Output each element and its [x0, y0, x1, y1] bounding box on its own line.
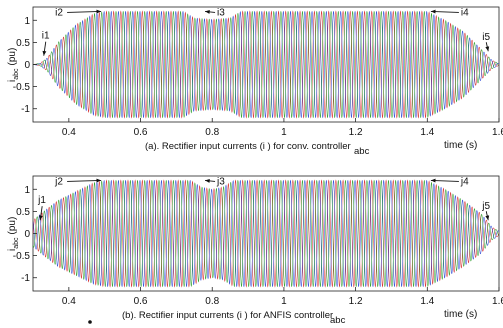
panel-b: 1 0.5 0 -0.5 -1 0.4 0.6 0.8 1 1.2 1.4 1.6 j1 j2 j3 j4…: [7, 175, 503, 326]
panel-a-x-ticks: 0.4 0.6 0.8 1 1.2 1.4 1.6: [62, 118, 503, 138]
panel-a-annotation-i1: i1: [42, 31, 50, 42]
panel-b-x-ticks: 0.4 0.6 0.8 1 1.2 1.4 1.6: [62, 287, 503, 307]
panel-a-x-label: time (s): [444, 140, 477, 151]
panel-a-arrowhead-i3: [205, 9, 210, 14]
panel-a-arrow-i2: [67, 10, 102, 13]
panel-b-xtick-label-4: 1.2: [349, 296, 363, 307]
panel-b-annotation-j4: j4: [460, 176, 469, 187]
panel-a-annotation-i3: i3: [217, 7, 225, 18]
panel-a-xtick-label-5: 1.4: [420, 127, 434, 138]
panel-b-ytick-label-3: -0.5: [13, 251, 31, 262]
panel-a-y-ticks: 1 0.5 0 -0.5 -1: [13, 16, 37, 115]
panel-b-ytick-label-2: 0: [24, 229, 30, 240]
panel-b-xtick-label-2: 0.8: [205, 296, 219, 307]
panel-a-xtick-label-1: 0.6: [134, 127, 148, 138]
panel-a-xtick-label-6: 1.6: [492, 127, 503, 138]
panel-a-ytick-label-0: 1: [24, 16, 30, 27]
panel-b-y-label: iabc(pu): [7, 217, 20, 251]
panel-a-ytick-label-4: -1: [21, 104, 30, 115]
panel-a-y-label: iabc(pu): [7, 48, 20, 82]
panel-a-xtick-label-0: 0.4: [62, 127, 76, 138]
panel-b-series-0: [32, 179, 500, 288]
panel-a-xtick-label-4: 1.2: [349, 127, 363, 138]
panel-b-arrowhead-j2: [96, 178, 102, 183]
panel-b-ytick-label-4: -1: [21, 273, 30, 284]
panel-b-annotations: j1 j2 j3 j4 j5: [37, 176, 490, 221]
panel-b-xtick-label-5: 1.4: [420, 296, 434, 307]
panel-a-arrow-i4: [430, 10, 459, 13]
panel-b-arrowhead-j3: [205, 178, 210, 183]
panel-b-annotation-j2: j2: [54, 176, 63, 187]
panel-a-xtick-label-3: 1: [281, 127, 287, 138]
panel-b-arrow-j4: [430, 179, 459, 182]
panel-a-ytick-label-1: 0.5: [16, 38, 30, 49]
panel-b-caption-sub: abc: [330, 315, 346, 326]
panel-b-arrowhead-j5: [485, 215, 490, 221]
panel-a-series-0: [32, 10, 500, 119]
panel-a-annotation-i5: i5: [482, 32, 490, 43]
panel-a-annotation-i4: i4: [461, 7, 469, 18]
panel-a-waveforms: [32, 10, 500, 119]
panel-b-annotation-j3: j3: [216, 176, 225, 187]
panel-a-series-1: [32, 10, 500, 119]
panel-a-series-2: [32, 10, 500, 119]
panel-b-annotation-j5: j5: [481, 201, 490, 212]
panel-a: 1 0.5 0 -0.5 -1 0.4 0.6 0.8 1 1.2 1.4 1.6 i1 i2 i3 i4…: [7, 6, 503, 157]
panel-a-ytick-label-2: 0: [24, 60, 30, 71]
panel-b-arrowhead-j1: [38, 215, 43, 221]
panel-b-arrowhead-j4: [430, 178, 436, 183]
panel-b-x-label: time (s): [444, 309, 477, 320]
panel-a-annotations: i1 i2 i3 i4 i5: [42, 7, 490, 56]
panel-b-xtick-label-3: 1: [281, 296, 287, 307]
panel-b-xtick-label-1: 0.6: [134, 296, 148, 307]
panel-a-xtick-label-2: 0.8: [205, 127, 219, 138]
panel-a-annotation-i2: i2: [55, 7, 63, 18]
panel-a-arrowhead-i4: [430, 9, 436, 14]
panel-b-xtick-label-0: 0.4: [62, 296, 76, 307]
panel-b-arrow-j2: [67, 179, 102, 182]
panel-a-caption: (a). Rectifier input currents (i ) for c…: [145, 141, 351, 152]
panel-b-series-1: [32, 179, 500, 288]
panel-a-arrowhead-i1: [42, 50, 47, 56]
panel-a-caption-sub: abc: [354, 146, 370, 157]
panel-b-series-2: [32, 179, 500, 288]
panel-b-waveforms: [32, 179, 500, 288]
panel-b-ytick-label-1: 0.5: [16, 207, 30, 218]
panel-a-arrowhead-i5: [485, 46, 490, 52]
stray-dot: [88, 320, 92, 324]
panel-b-caption: (b). Rectifier input currents (i ) for A…: [122, 310, 333, 321]
panel-b-xtick-label-6: 1.6: [492, 296, 503, 307]
panel-a-ytick-label-3: -0.5: [13, 82, 31, 93]
panel-b-y-ticks: 1 0.5 0 -0.5 -1: [13, 185, 37, 284]
panel-a-arrowhead-i2: [96, 9, 102, 14]
panel-b-ytick-label-0: 1: [24, 185, 30, 196]
panel-b-annotation-j1: j1: [37, 195, 46, 206]
